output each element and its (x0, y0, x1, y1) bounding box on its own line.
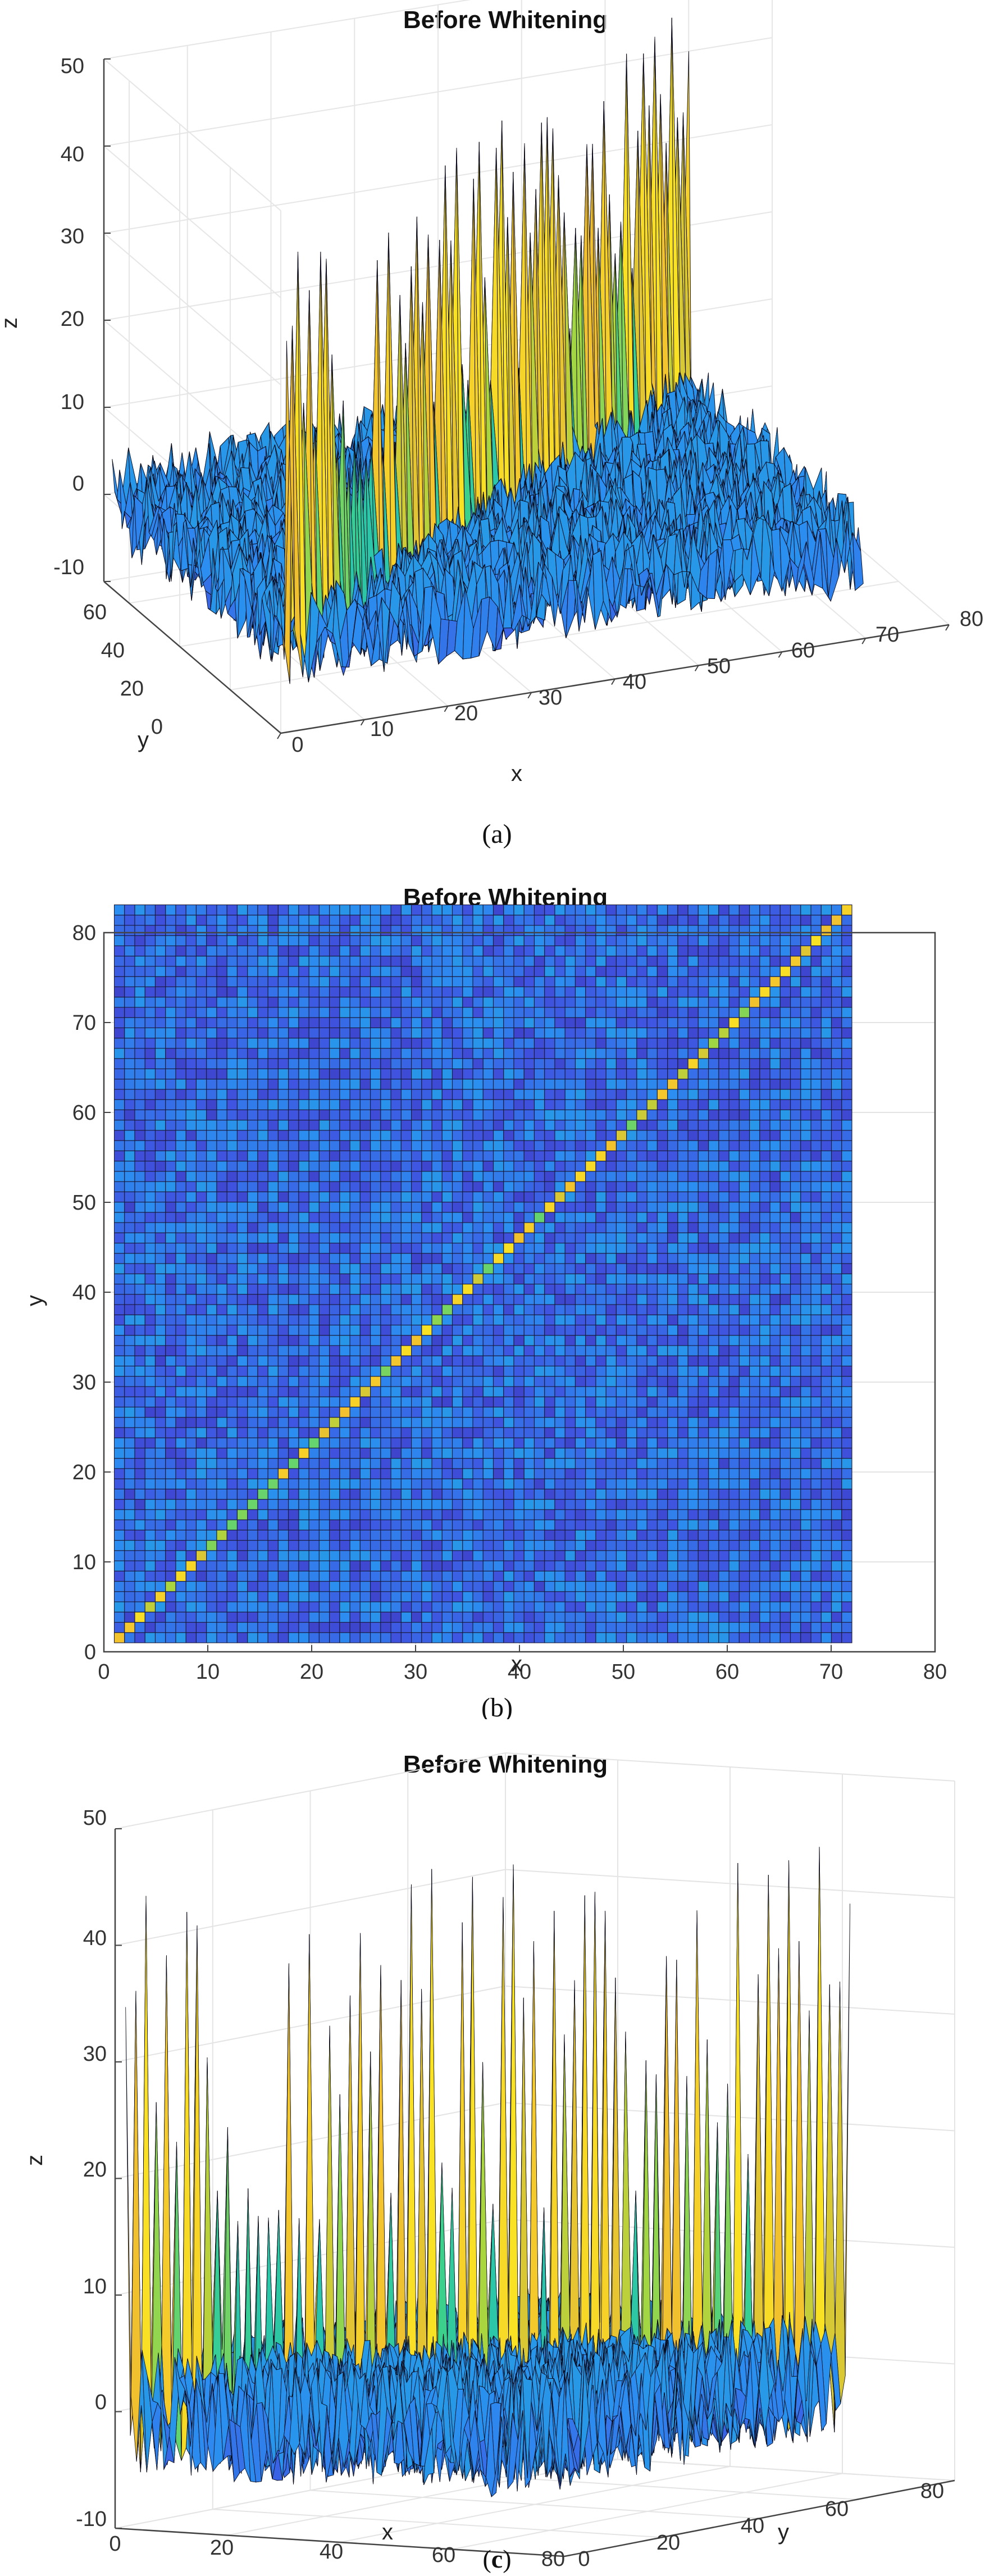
grid-line (103, 58, 281, 211)
grid-line (230, 580, 899, 690)
grid-line (103, 233, 281, 385)
grid-line (103, 146, 281, 298)
grid-line (103, 37, 773, 147)
chart-a-surface (112, 17, 864, 684)
grid-line (103, 0, 471, 60)
chart-a: Before Whitening 50 40 30 20 10 0 -10 z … (0, 0, 983, 849)
chart-a-title: Before Whitening (403, 6, 608, 34)
